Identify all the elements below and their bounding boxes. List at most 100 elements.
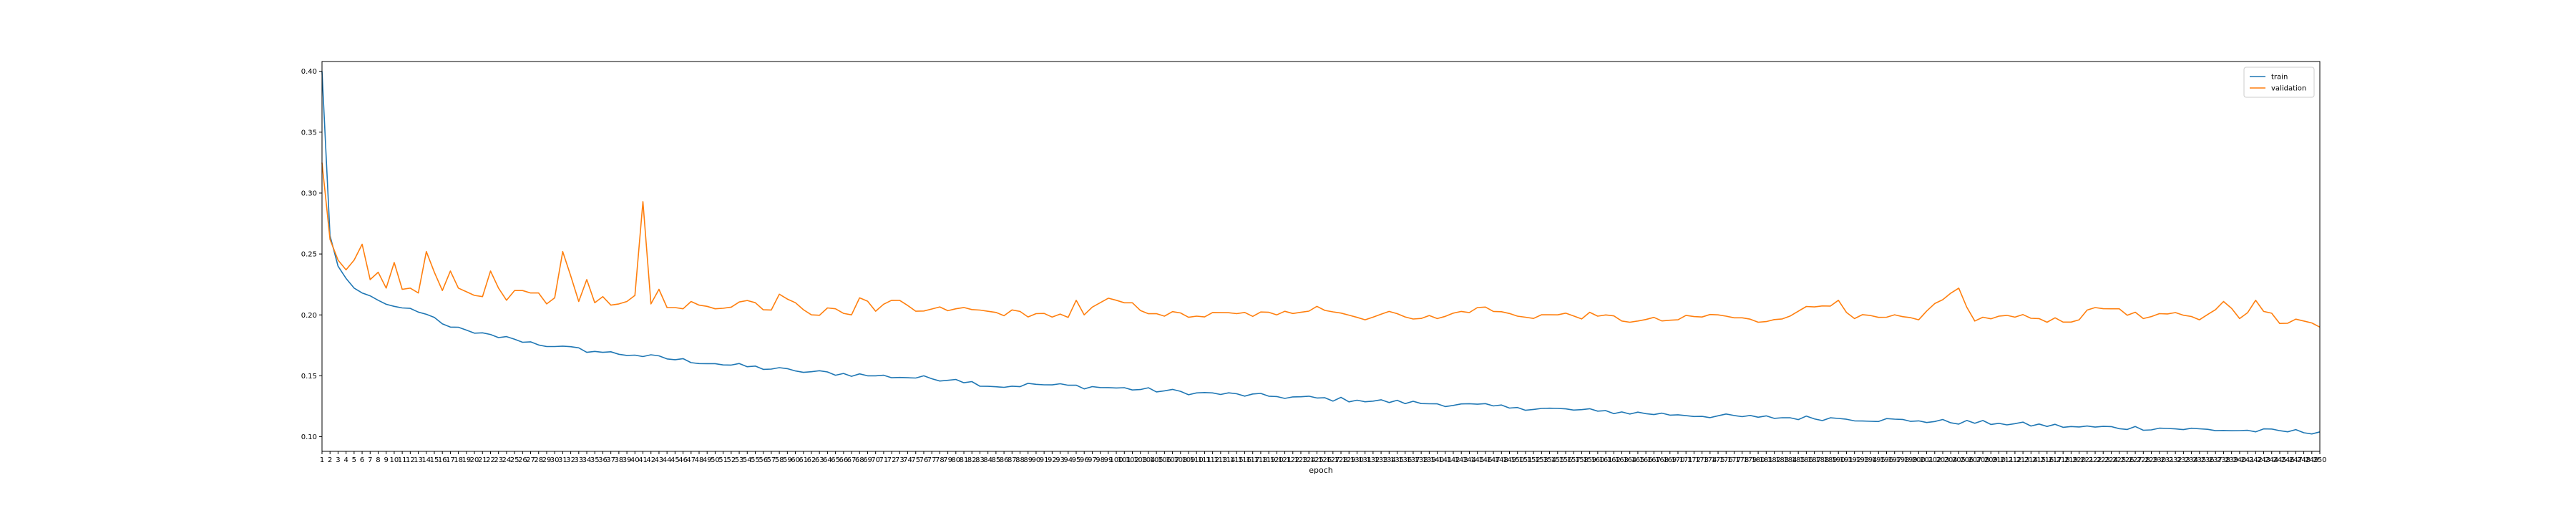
x-tick-label: 219 [2064,456,2078,464]
x-tick-label: 28 [534,456,543,464]
x-tick-label: 94 [1063,456,1073,464]
x-tick-label: 53 [735,456,744,464]
x-tick-label: 173 [1695,456,1709,464]
x-tick-label: 91 [1040,456,1049,464]
x-tick-label: 15 [430,456,439,464]
x-tick-label: 247 [2289,456,2303,464]
x-tick-label: 133 [1375,456,1388,464]
y-tick-label: 0.30 [301,190,317,197]
x-tick-label: 67 [847,456,857,464]
x-tick-label: 99 [1103,456,1113,464]
x-tick-label: 102 [1126,456,1139,464]
x-tick-label: 148 [1495,456,1508,464]
x-tick-label: 146 [1478,456,1492,464]
x-tick-label: 35 [590,456,600,464]
x-tick-label: 19 [462,456,471,464]
x-tick-label: 47 [686,456,696,464]
x-tick-label: 116 [1238,456,1252,464]
x-tick-label: 203 [1936,456,1949,464]
x-tick-label: 96 [1080,456,1089,464]
x-tick-label: 84 [983,456,992,464]
x-tick-label: 200 [1912,456,1926,464]
x-tick-label: 229 [2145,456,2158,464]
x-tick-label: 124 [1302,456,1316,464]
x-tick-label: 231 [2160,456,2174,464]
x-tick-label: 108 [1174,456,1187,464]
x-tick-label: 62 [807,456,816,464]
x-tick-label: 122 [1286,456,1299,464]
x-tick-label: 216 [2040,456,2054,464]
x-tick-label: 165 [1631,456,1644,464]
x-tick-label: 249 [2305,456,2318,464]
x-tick-label: 74 [903,456,912,464]
legend-label-train: train [2271,74,2288,82]
x-tick-label: 250 [2313,456,2326,464]
x-tick-label: 226 [2120,456,2134,464]
series-line-train [321,71,2321,435]
x-tick-label: 162 [1607,456,1621,464]
x-tick-label: 152 [1527,456,1541,464]
x-tick-label: 190 [1832,456,1845,464]
x-tick-label: 182 [1767,456,1781,464]
x-tick-label: 39 [623,456,632,464]
x-tick-label: 140 [1430,456,1444,464]
x-tick-label: 161 [1599,456,1613,464]
x-tick-label: 36 [598,456,608,464]
x-tick-label: 125 [1310,456,1324,464]
x-tick-label: 234 [2185,456,2198,464]
x-tick-label: 78 [935,456,945,464]
x-tick-label: 45 [670,456,680,464]
x-tick-label: 44 [663,456,672,464]
x-tick-label: 103 [1133,456,1147,464]
x-tick-label: 17 [446,456,455,464]
series-group [321,71,2321,435]
x-tick-label: 127 [1326,456,1340,464]
x-tick-label: 118 [1254,456,1267,464]
x-tick-label: 101 [1118,456,1131,464]
x-axis: 1 2 3 4 5 6 7 8 9 1011121314151617181920212223242… [320,451,2327,464]
x-tick-label: 199 [1904,456,1918,464]
x-tick-label: 83 [975,456,985,464]
x-tick-label: 52 [726,456,736,464]
x-tick-label: 85 [992,456,1001,464]
x-tick-label: 1 [320,456,324,464]
x-tick-label: 6 [360,456,364,464]
x-tick-label: 73 [895,456,904,464]
x-tick-label: 160 [1591,456,1604,464]
x-tick-label: 41 [638,456,648,464]
x-tick-label: 224 [2104,456,2118,464]
x-tick-label: 37 [606,456,615,464]
x-tick-label: 138 [1415,456,1428,464]
x-tick-label: 244 [2265,456,2278,464]
x-tick-label: 5 [352,456,356,464]
x-tick-label: 139 [1423,456,1436,464]
x-tick-label: 235 [2192,456,2206,464]
x-tick-label: 171 [1679,456,1693,464]
x-tick-label: 31 [558,456,567,464]
x-tick-label: 46 [678,456,688,464]
x-tick-label: 93 [1055,456,1065,464]
x-tick-label: 115 [1230,456,1244,464]
x-tick-label: 132 [1366,456,1380,464]
x-tick-label: 217 [2048,456,2062,464]
series-line-validation [321,162,2321,328]
x-tick-label: 71 [879,456,889,464]
x-tick-label: 188 [1815,456,1829,464]
x-tick-label: 177 [1727,456,1741,464]
x-tick-label: 106 [1158,456,1171,464]
x-tick-label: 117 [1246,456,1259,464]
x-tick-label: 79 [943,456,952,464]
x-tick-label: 98 [1096,456,1105,464]
x-tick-label: 21 [478,456,487,464]
x-tick-label: 22 [486,456,495,464]
x-tick-label: 153 [1535,456,1548,464]
y-tick-label: 0.10 [301,433,317,441]
x-tick-label: 193 [1855,456,1869,464]
x-tick-label: 136 [1398,456,1412,464]
x-tick-label: 180 [1752,456,1765,464]
x-tick-label: 49 [703,456,712,464]
x-tick-label: 9 [384,456,389,464]
legend: train validation [2243,67,2315,98]
x-tick-label: 34 [582,456,592,464]
